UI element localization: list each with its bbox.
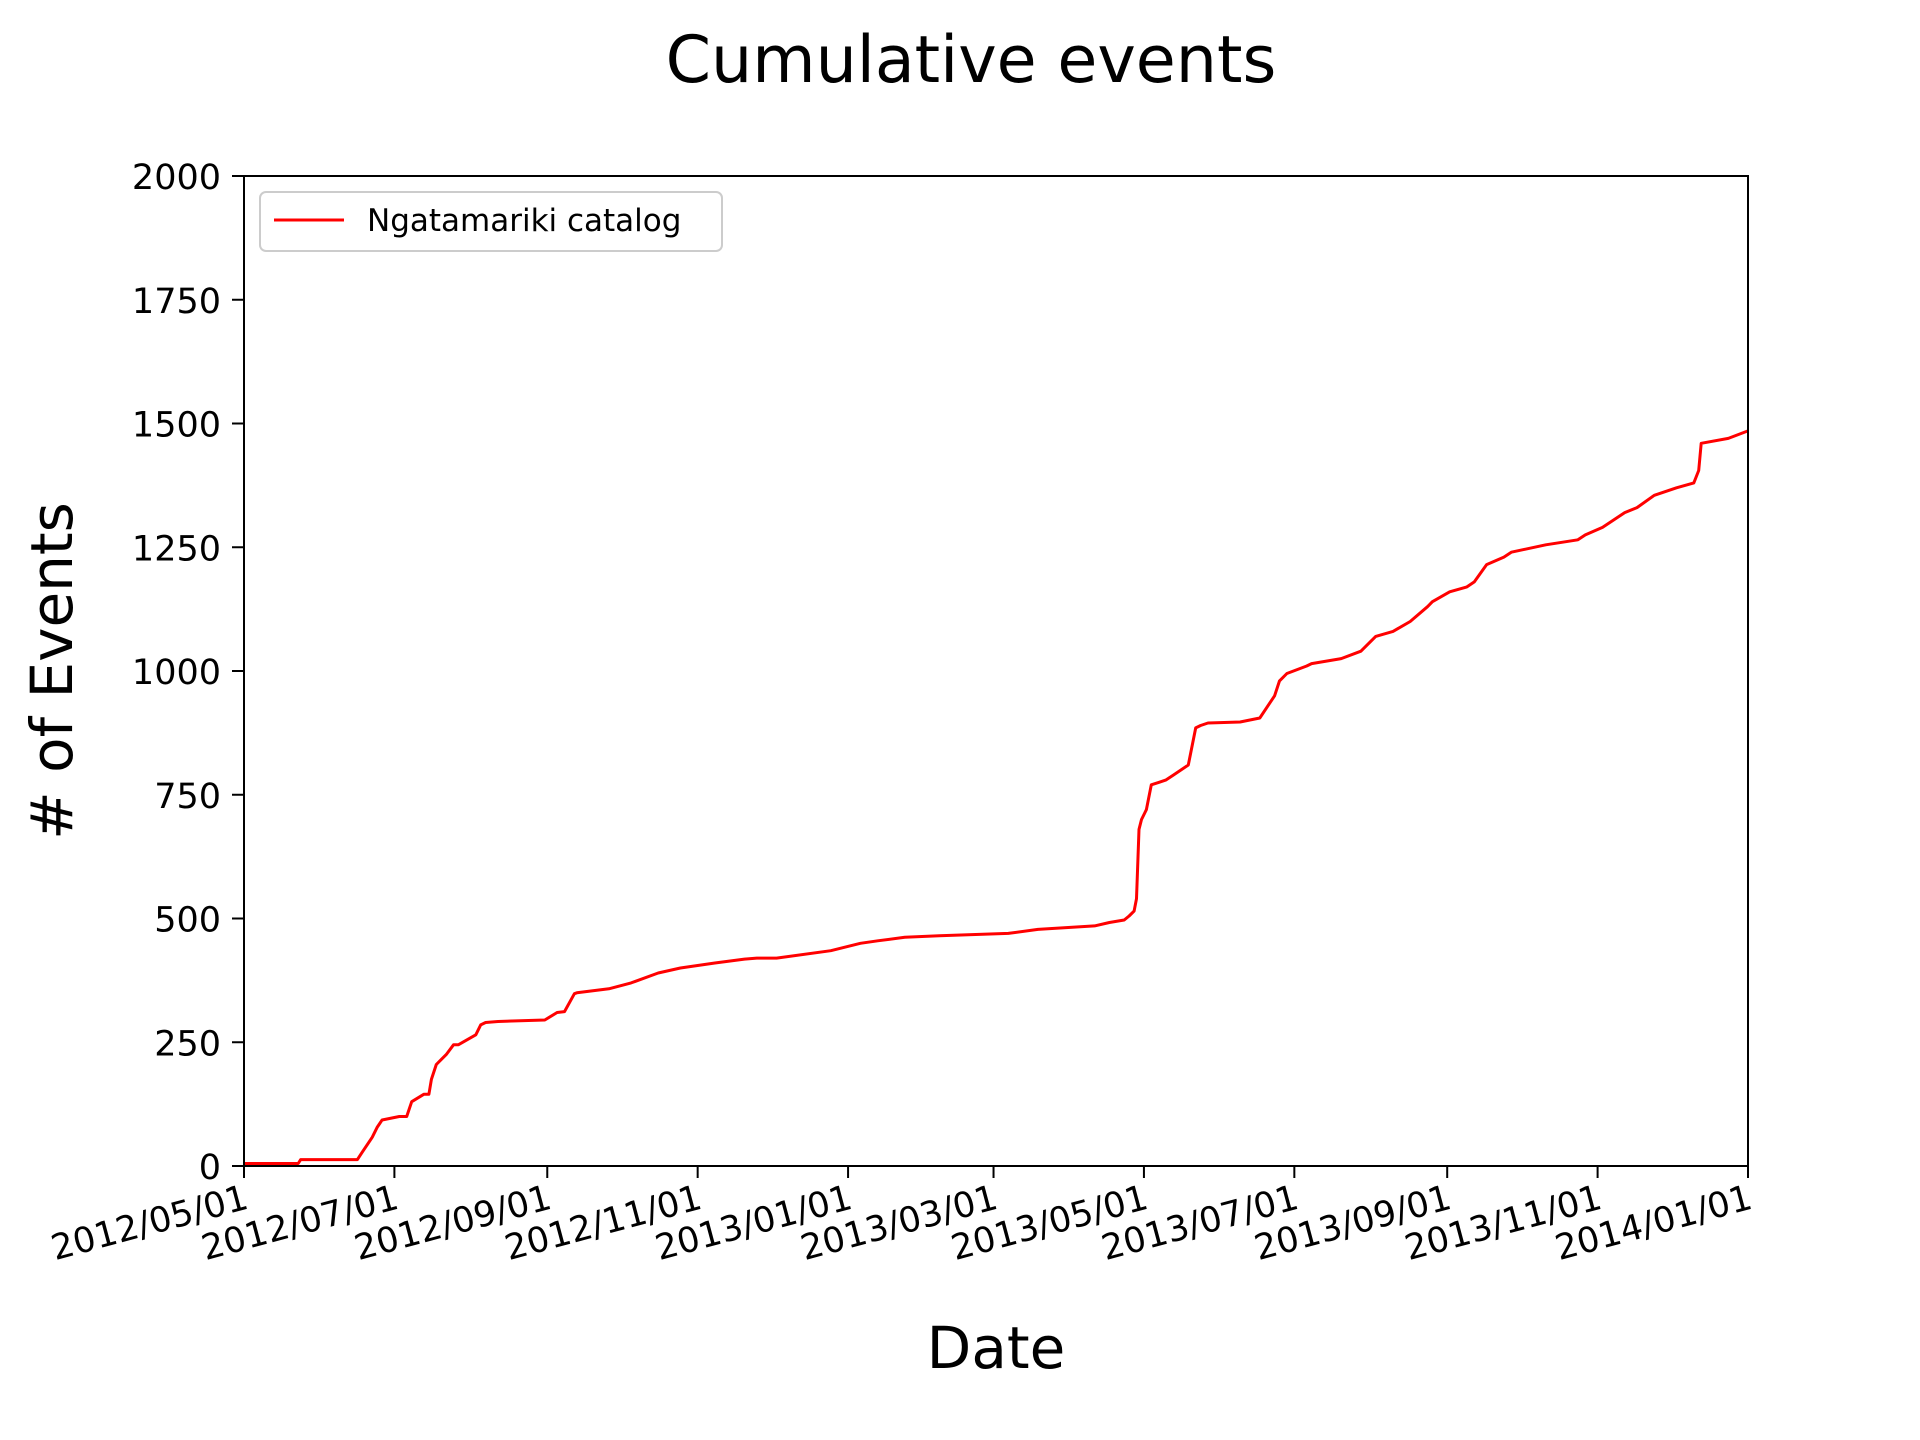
y-tick-label: 0 (199, 1148, 221, 1188)
plot-frame (243, 175, 1749, 1167)
series-line-ngatamariki-catalog (244, 429, 1749, 1165)
y-axis: 0 250 500 750 1000 1250 1500 1750 2000 (132, 158, 244, 1188)
y-tick-label: 750 (154, 777, 221, 817)
legend: Ngatamariki catalog (259, 191, 723, 252)
y-tick-label: 250 (154, 1024, 221, 1064)
y-axis-label: # of Events (18, 502, 86, 840)
y-tick-label: 1250 (132, 529, 221, 569)
y-tick-label: 500 (154, 901, 221, 941)
y-tick-label: 1750 (132, 282, 221, 322)
y-tick-label: 1500 (132, 406, 221, 446)
y-tick-label: 2000 (132, 158, 221, 198)
y-tick-label: 1000 (132, 653, 221, 693)
x-axis-label: Date (927, 1314, 1066, 1382)
legend-frame (259, 191, 723, 252)
legend-label: Ngatamariki catalog (367, 203, 681, 239)
chart-title: Cumulative events (666, 23, 1277, 98)
